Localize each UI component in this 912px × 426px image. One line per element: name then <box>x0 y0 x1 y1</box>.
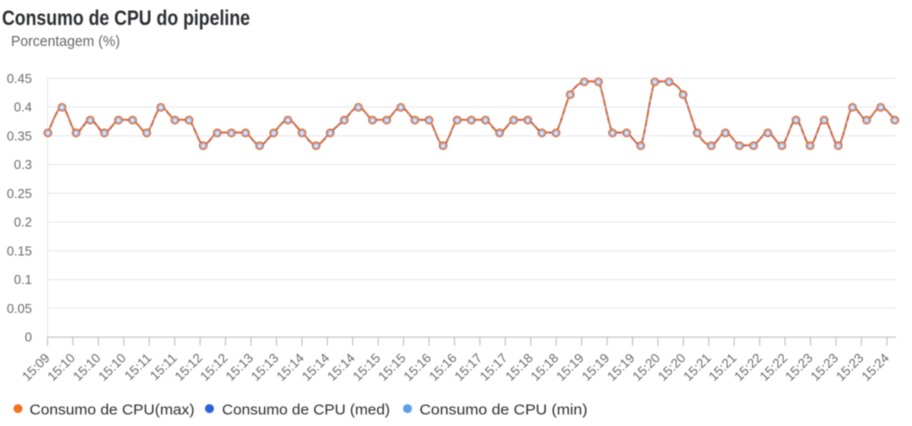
svg-text:0.45: 0.45 <box>7 71 32 86</box>
svg-text:0.2: 0.2 <box>14 215 32 230</box>
svg-text:Consumo de CPU (min): Consumo de CPU (min) <box>420 402 588 419</box>
svg-text:Consumo de CPU (med): Consumo de CPU (med) <box>222 402 390 419</box>
svg-text:0.1: 0.1 <box>14 272 32 287</box>
svg-text:Consumo de CPU do pipeline: Consumo de CPU do pipeline <box>2 7 250 30</box>
svg-text:Porcentagem (%): Porcentagem (%) <box>11 33 120 50</box>
svg-text:0.35: 0.35 <box>7 128 32 143</box>
svg-text:0.05: 0.05 <box>7 301 32 316</box>
svg-text:Consumo de CPU(max): Consumo de CPU(max) <box>30 402 195 419</box>
svg-text:0.3: 0.3 <box>14 157 32 172</box>
svg-text:0.25: 0.25 <box>7 186 32 201</box>
svg-text:0: 0 <box>25 330 32 345</box>
svg-text:0.15: 0.15 <box>7 243 32 258</box>
svg-text:0.4: 0.4 <box>14 100 32 115</box>
